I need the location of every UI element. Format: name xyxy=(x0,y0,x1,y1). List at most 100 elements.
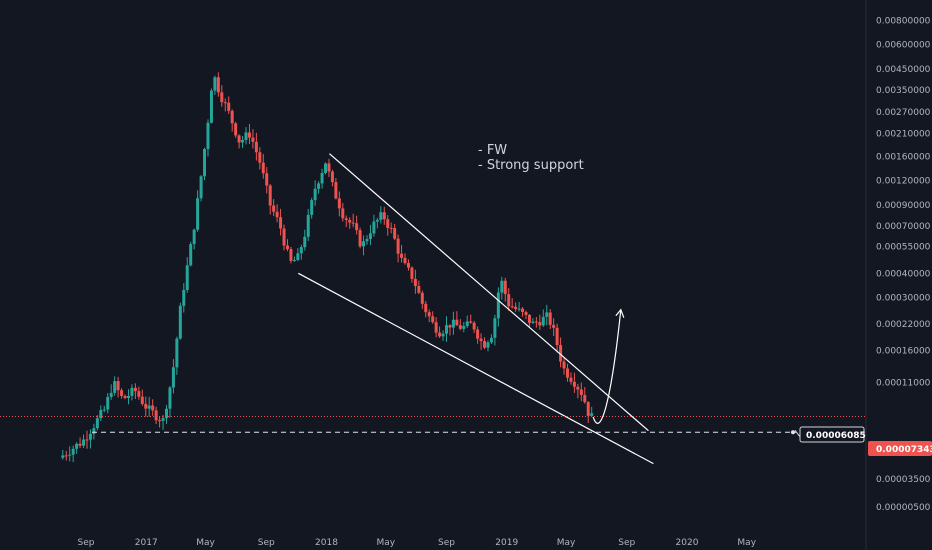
candle-body[interactable] xyxy=(82,439,86,446)
candle-body[interactable] xyxy=(64,455,68,457)
candle-body[interactable] xyxy=(71,448,75,455)
candle-body[interactable] xyxy=(151,405,155,411)
candle-body[interactable] xyxy=(258,152,262,163)
candle-body[interactable] xyxy=(75,443,79,449)
candle-body[interactable] xyxy=(106,396,110,410)
candle-body[interactable] xyxy=(413,278,417,287)
candle-body[interactable] xyxy=(548,312,552,325)
candle-body[interactable] xyxy=(362,241,366,247)
candle-body[interactable] xyxy=(165,408,168,419)
candle-body[interactable] xyxy=(462,326,466,329)
candle-body[interactable] xyxy=(572,381,576,387)
candle-body[interactable] xyxy=(365,239,369,242)
candle-body[interactable] xyxy=(455,319,459,326)
candle-body[interactable] xyxy=(483,341,487,348)
candle-body[interactable] xyxy=(507,294,511,307)
plot-area[interactable] xyxy=(61,72,594,463)
candle-body[interactable] xyxy=(140,396,144,404)
candle-body[interactable] xyxy=(154,410,158,421)
candle-body[interactable] xyxy=(317,183,321,189)
candle-body[interactable] xyxy=(348,219,352,223)
candle-body[interactable] xyxy=(285,245,289,250)
candle-body[interactable] xyxy=(521,308,525,313)
candle-body[interactable] xyxy=(234,123,238,136)
candle-body[interactable] xyxy=(469,321,473,323)
price-axis[interactable]: 0.00800000 0.00600000 0.00450000 0.00350000… xyxy=(876,16,931,513)
candle-body[interactable] xyxy=(261,162,265,174)
candle-body[interactable] xyxy=(562,361,566,369)
candle-body[interactable] xyxy=(185,265,189,290)
candle-body[interactable] xyxy=(175,338,179,368)
candle-body[interactable] xyxy=(531,321,535,323)
candle-body[interactable] xyxy=(396,238,400,254)
wedge-upper-trendline[interactable] xyxy=(329,153,649,432)
candle-body[interactable] xyxy=(524,312,528,315)
candle-body[interactable] xyxy=(327,163,331,172)
candle-body[interactable] xyxy=(438,332,442,337)
candle-body[interactable] xyxy=(213,77,217,91)
candle-body[interactable] xyxy=(517,308,521,310)
wedge-lower-trendline[interactable] xyxy=(298,272,654,465)
candle-body[interactable] xyxy=(223,102,227,104)
candle-body[interactable] xyxy=(334,182,338,199)
candle-body[interactable] xyxy=(590,413,594,416)
candle-body[interactable] xyxy=(85,439,89,441)
candle-body[interactable] xyxy=(113,381,117,393)
candle-body[interactable] xyxy=(244,132,248,140)
candle-body[interactable] xyxy=(344,218,348,220)
candle-body[interactable] xyxy=(182,289,186,306)
candle-body[interactable] xyxy=(445,325,448,334)
candle-body[interactable] xyxy=(254,141,258,153)
candle-body[interactable] xyxy=(500,280,504,293)
candle-body[interactable] xyxy=(272,205,276,212)
candle-body[interactable] xyxy=(472,322,476,330)
candle-body[interactable] xyxy=(116,381,120,391)
candle-body[interactable] xyxy=(230,110,234,124)
candle-body[interactable] xyxy=(368,233,372,240)
candle-body[interactable] xyxy=(351,222,355,224)
candle-body[interactable] xyxy=(545,312,549,317)
candle-body[interactable] xyxy=(282,228,286,246)
candle-body[interactable] xyxy=(541,316,545,326)
candle-body[interactable] xyxy=(552,324,556,328)
candle-body[interactable] xyxy=(493,318,497,338)
candle-body[interactable] xyxy=(161,418,165,421)
candle-body[interactable] xyxy=(406,263,410,268)
candle-body[interactable] xyxy=(586,402,590,416)
candle-body[interactable] xyxy=(410,267,414,279)
candle-body[interactable] xyxy=(126,395,130,398)
candle-body[interactable] xyxy=(88,433,92,440)
candle-body[interactable] xyxy=(489,337,493,343)
candle-body[interactable] xyxy=(358,230,362,247)
candle-body[interactable] xyxy=(565,368,569,378)
candle-body[interactable] xyxy=(431,316,435,323)
candle-body[interactable] xyxy=(189,244,193,266)
candle-body[interactable] xyxy=(306,214,310,237)
candle-body[interactable] xyxy=(534,321,538,323)
candle-body[interactable] xyxy=(95,418,99,429)
candle-body[interactable] xyxy=(227,102,231,111)
candle-body[interactable] xyxy=(303,236,307,248)
candle-body[interactable] xyxy=(503,280,507,295)
candle-body[interactable] xyxy=(296,253,300,261)
candle-body[interactable] xyxy=(403,257,407,264)
candle-body[interactable] xyxy=(355,223,359,231)
candle-body[interactable] xyxy=(341,208,345,219)
candle-body[interactable] xyxy=(393,228,397,239)
candle-body[interactable] xyxy=(61,455,65,458)
candle-body[interactable] xyxy=(268,185,272,206)
candle-body[interactable] xyxy=(417,286,421,293)
candle-body[interactable] xyxy=(171,367,175,388)
candle-body[interactable] xyxy=(486,342,490,348)
candle-body[interactable] xyxy=(448,325,452,328)
candle-body[interactable] xyxy=(120,390,124,396)
candle-body[interactable] xyxy=(424,303,428,313)
candle-body[interactable] xyxy=(158,420,162,422)
candle-body[interactable] xyxy=(310,200,314,215)
candle-body[interactable] xyxy=(372,221,376,234)
candle-body[interactable] xyxy=(68,454,72,456)
candle-body[interactable] xyxy=(237,135,241,143)
candle-body[interactable] xyxy=(78,443,82,446)
candle-body[interactable] xyxy=(144,403,148,409)
candle-body[interactable] xyxy=(583,395,587,403)
